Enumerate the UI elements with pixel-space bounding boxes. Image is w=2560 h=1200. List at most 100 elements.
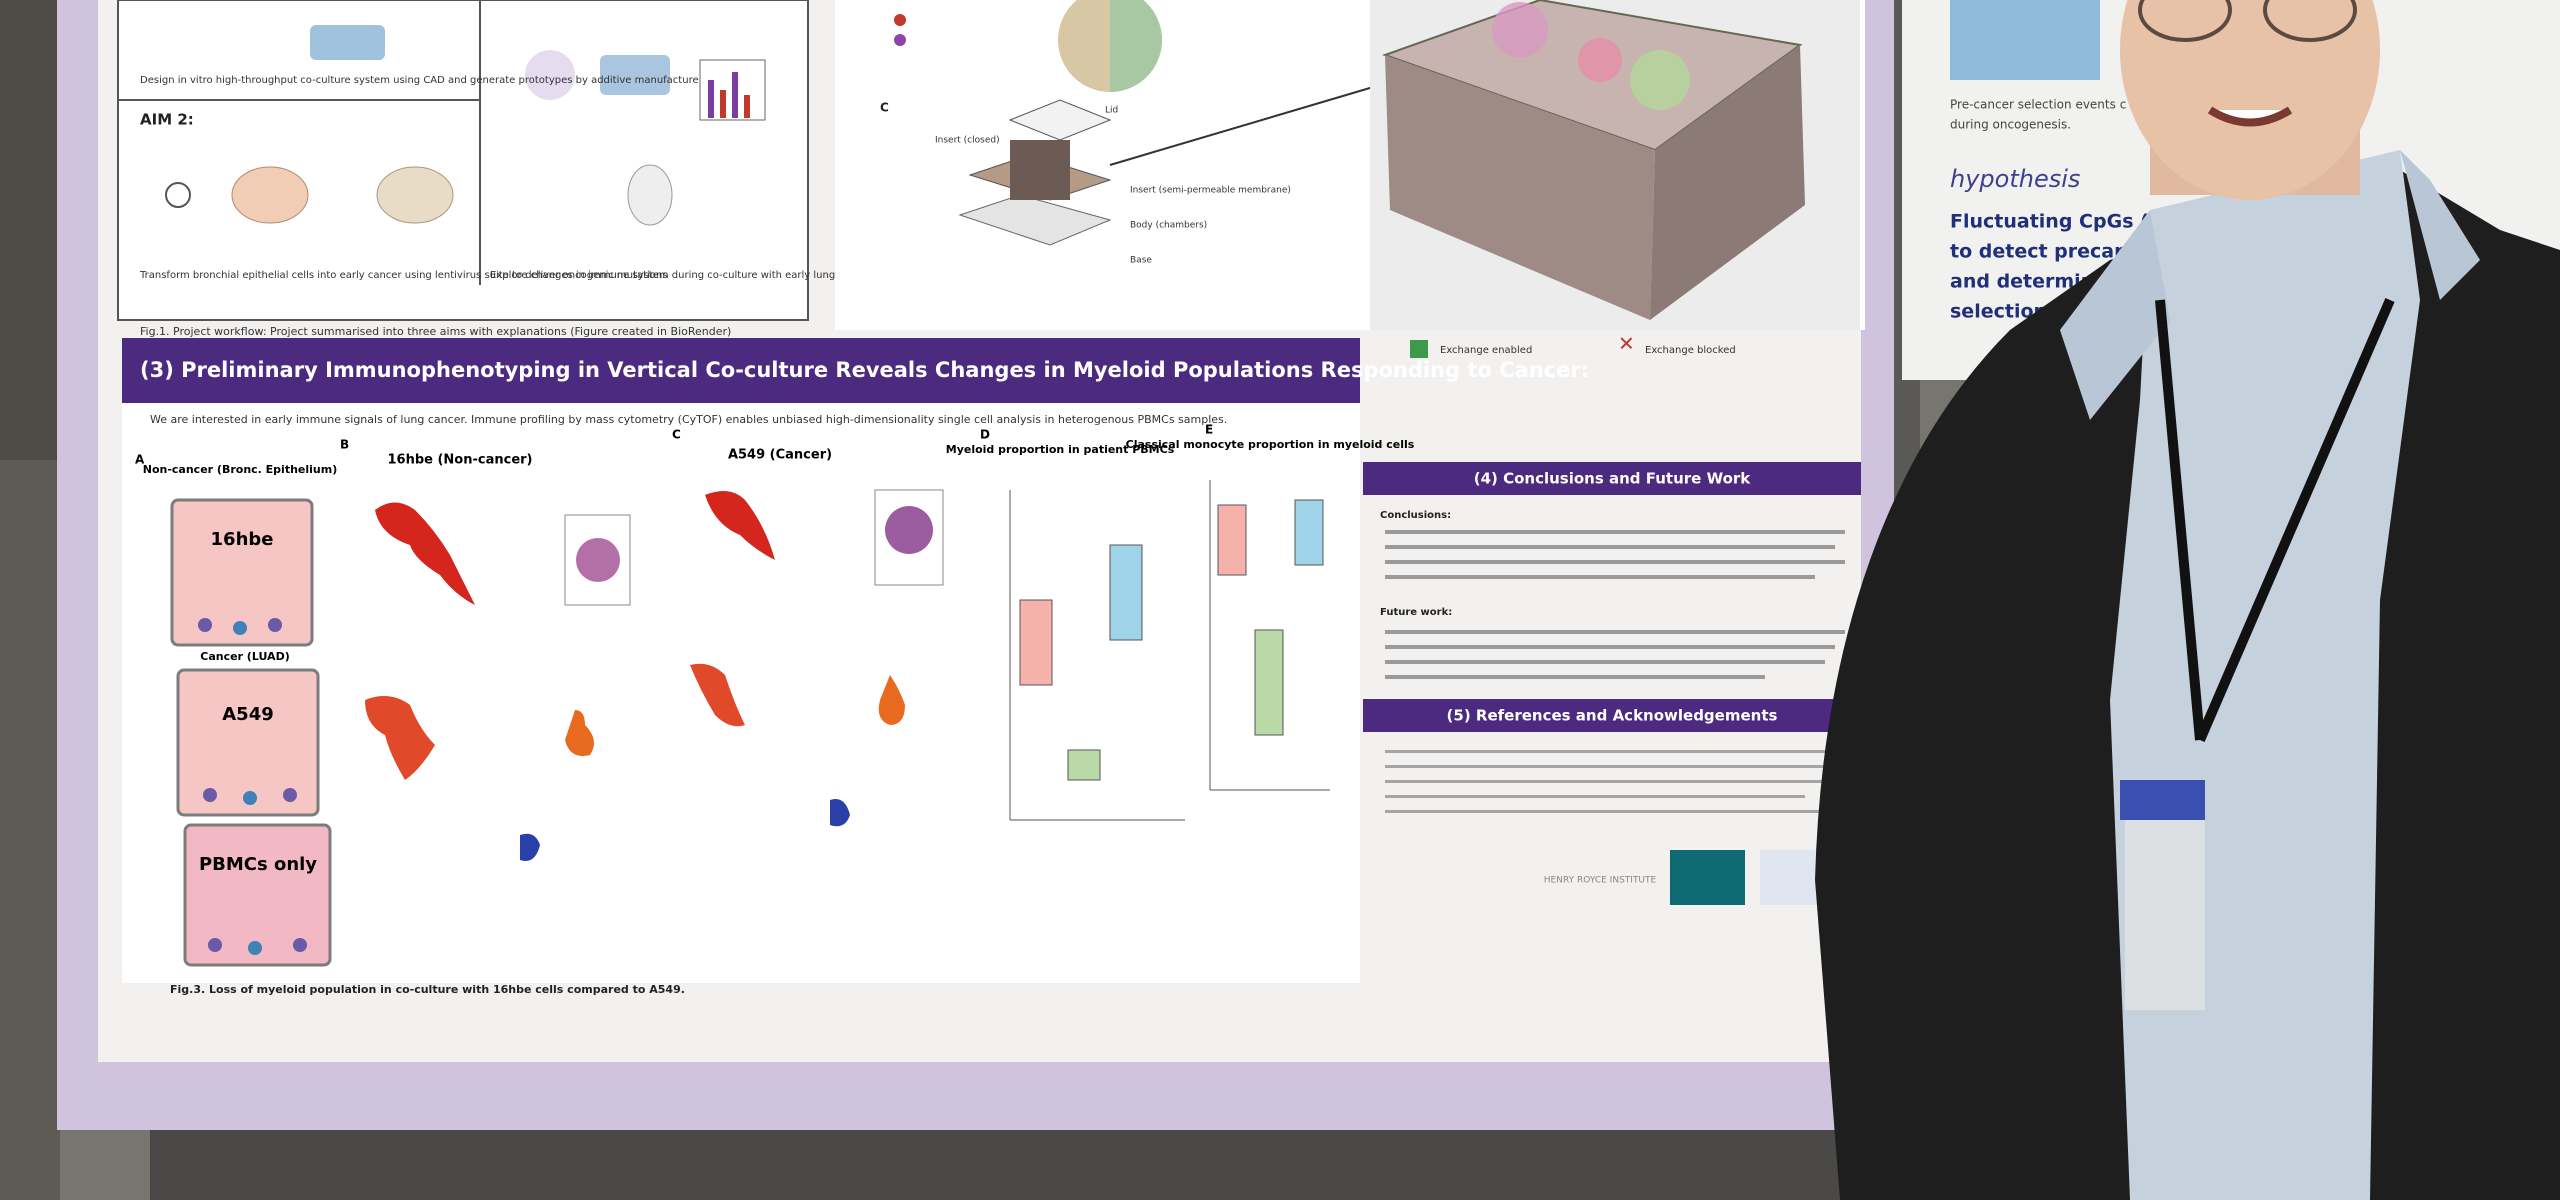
cell [203,788,217,802]
pointer [1109,84,1381,166]
umap-inset [885,506,933,554]
lid [1008,99,1112,141]
text-line [1385,630,1845,634]
base [958,194,1112,246]
figure [1950,0,2100,80]
logo: HENRY ROYCE INSTITUTE [1544,876,1657,886]
panel-label: B [340,438,349,452]
box [1217,504,1247,576]
umap-cluster [690,663,745,727]
text-line [1385,530,1845,534]
box [1019,599,1053,686]
text-line [1385,795,1805,798]
well [176,668,320,817]
collar [2060,210,2170,420]
well [183,823,332,967]
text-line [1385,575,1815,579]
cell-cluster [1578,38,1622,82]
panel-label: A [135,453,145,467]
text: during oncogenesis. [1950,118,2071,132]
panel-label: C [672,428,681,442]
box [1254,629,1284,736]
text-lines [1385,750,1845,813]
badge [2125,820,2205,1010]
well-diagram [1110,0,1162,92]
subheading: Future work: [1380,607,1452,618]
text-line [1385,545,1835,549]
cross: ✕ [1618,332,1635,356]
panel-label: C [880,101,889,115]
section-banner [122,338,1360,403]
umap-icon [525,50,575,100]
text-line [1385,780,1845,783]
plate-side [1385,55,1655,320]
umap-cluster [520,833,540,861]
cell [233,621,247,635]
text: selection [1950,301,2047,323]
aim-text: Design in vitro high-throughput co-cultu… [140,75,699,86]
workflow-box [117,0,809,321]
text-line [1385,645,1835,649]
well [170,498,314,647]
text-line [1385,660,1825,664]
umap-cluster [375,502,475,605]
umap-title: 16hbe (Non-cancer) [387,453,532,468]
glasses [2138,0,2232,42]
device-icon [600,55,670,95]
part-label: Lid [1105,106,1118,116]
panel-label: D [980,428,990,442]
umap-title: A549 (Cancer) [728,448,832,463]
text-line [1385,765,1825,768]
part-label: Insert (semi-permeable membrane) [1130,186,1291,196]
cell-cluster [1630,50,1690,110]
cell [243,791,257,805]
umap-cluster [830,799,850,827]
face [2120,0,2380,200]
plate-side [1650,45,1805,320]
well-label: PBMCs only [199,854,317,875]
badge-clip [2120,780,2205,820]
umap-cluster [565,710,594,756]
section-title: (3) Preliminary Immunophenotyping in Ver… [140,358,1589,382]
exchange-label: Exchange enabled [1440,345,1532,356]
bar-icon [732,72,738,118]
person [1815,0,2560,1200]
text-line [1385,750,1845,753]
text: Pre-cancer selection events c [1950,98,2126,112]
insert [1010,140,1070,200]
legend-dot [894,14,906,26]
bar-icon [720,90,726,118]
cell [268,618,282,632]
cell [208,938,222,952]
smile [2207,106,2293,127]
umap-cluster [705,491,775,560]
plot-title: Myeloid proportion in patient PBMCs [946,443,1175,456]
section-title: (4) Conclusions and Future Work [1474,470,1752,488]
part-label: Insert (closed) [935,136,1000,146]
well-heading: Cancer (LUAD) [200,650,289,663]
text-lines [1385,530,1845,679]
heading: hypothesis [1950,165,2080,193]
text-line [1385,675,1765,679]
logo-block [1670,850,1745,905]
intro: We are interested in early immune signal… [150,413,1227,426]
dish-icon [376,166,454,224]
lung-icon [627,164,673,226]
umap-cluster [878,675,905,725]
aim-text: Explore changes in immune system during … [490,270,997,281]
box [1294,499,1324,566]
virus-icon [165,182,191,208]
floor-left [0,460,60,1200]
lanyard [2195,298,2395,742]
well-label: 16hbe [211,529,274,550]
caption: Fig.3. Loss of myeloid population in co-… [170,983,685,996]
logo-block [1760,850,1820,905]
cell-cluster [1492,2,1548,58]
icon [1410,340,1428,358]
dish-icon [231,166,309,224]
well-heading: Non-cancer (Bronc. Epithelium) [143,463,338,476]
cell [293,938,307,952]
plot-title: Classical monocyte proportion in myeloid… [1126,438,1415,451]
